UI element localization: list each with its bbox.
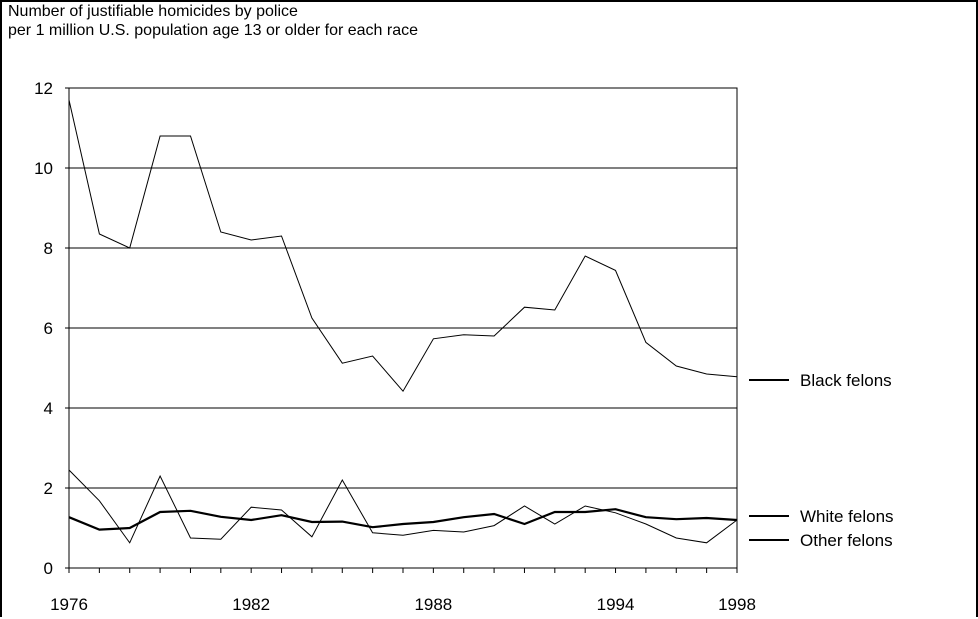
- chart-title-line-1: Number of justifiable homicides by polic…: [8, 3, 298, 20]
- y-tick-label: 0: [44, 559, 53, 578]
- y-tick-label: 6: [44, 319, 53, 338]
- chart-title-line-2: per 1 million U.S. population age 13 or …: [8, 22, 419, 39]
- legend-label: Black felons: [800, 371, 892, 390]
- y-tick-label: 4: [44, 399, 53, 418]
- series-line-white-felons: [68, 508, 738, 531]
- y-tick-label: 10: [34, 159, 53, 178]
- x-tick-label: 1998: [718, 595, 756, 614]
- x-tick-label: 1976: [50, 595, 88, 614]
- x-tick-label: 1982: [232, 595, 270, 614]
- y-tick-label: 2: [44, 479, 53, 498]
- x-tick-label: 1988: [414, 595, 452, 614]
- y-tick-label: 8: [44, 239, 53, 258]
- series-line-other-felons: [68, 469, 738, 544]
- legend-label: White felons: [800, 507, 894, 526]
- y-tick-label: 12: [34, 79, 53, 98]
- x-tick-label: 1994: [597, 595, 635, 614]
- series-line-black-felons: [68, 99, 738, 393]
- legend-label: Other felons: [800, 531, 893, 550]
